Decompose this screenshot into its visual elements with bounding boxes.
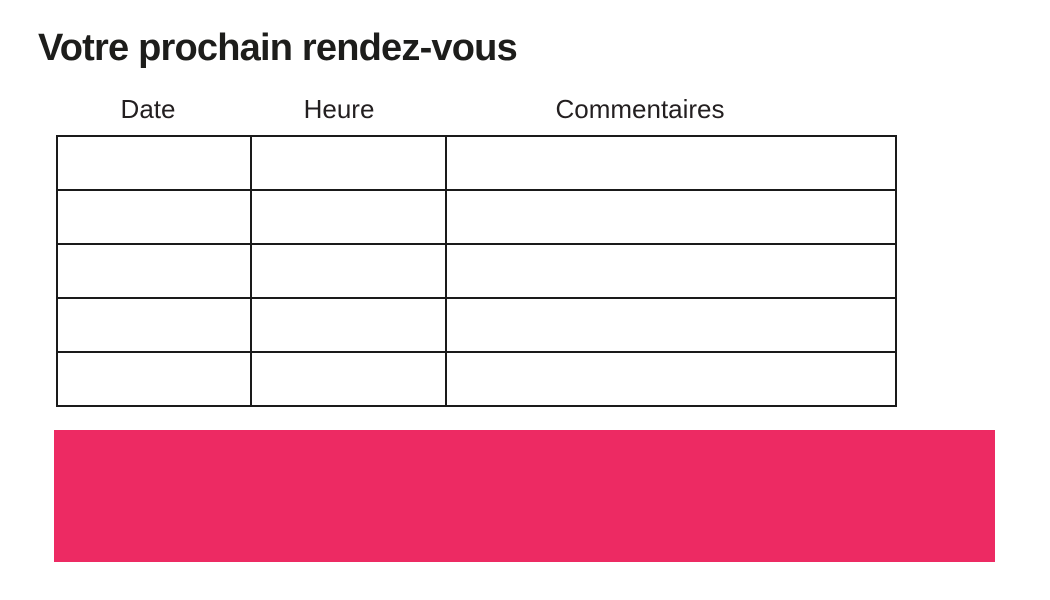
table-cell [250, 243, 447, 299]
table-row [56, 351, 897, 407]
table-row [56, 135, 897, 191]
table-cell [250, 297, 447, 353]
table-cell [56, 243, 252, 299]
table-row [56, 297, 897, 353]
page-title: Votre prochain rendez-vous [38, 27, 518, 69]
appointments-table [56, 135, 897, 407]
table-cell [445, 189, 897, 245]
table-cell [56, 189, 252, 245]
column-header-date: Date [120, 94, 176, 124]
table-cell [445, 351, 897, 407]
highlight-banner [54, 430, 995, 562]
table-cell [445, 135, 897, 191]
column-header-heure: Heure [303, 94, 375, 124]
table-row [56, 189, 897, 245]
table-cell [445, 243, 897, 299]
table-cell [56, 351, 252, 407]
appointments-table-body [56, 135, 897, 407]
table-cell [445, 297, 897, 353]
table-cell [56, 297, 252, 353]
table-cell [56, 135, 252, 191]
table-cell [250, 189, 447, 245]
column-header-commentaires: Commentaires [555, 94, 725, 124]
table-row [56, 243, 897, 299]
table-cell [250, 135, 447, 191]
table-cell [250, 351, 447, 407]
